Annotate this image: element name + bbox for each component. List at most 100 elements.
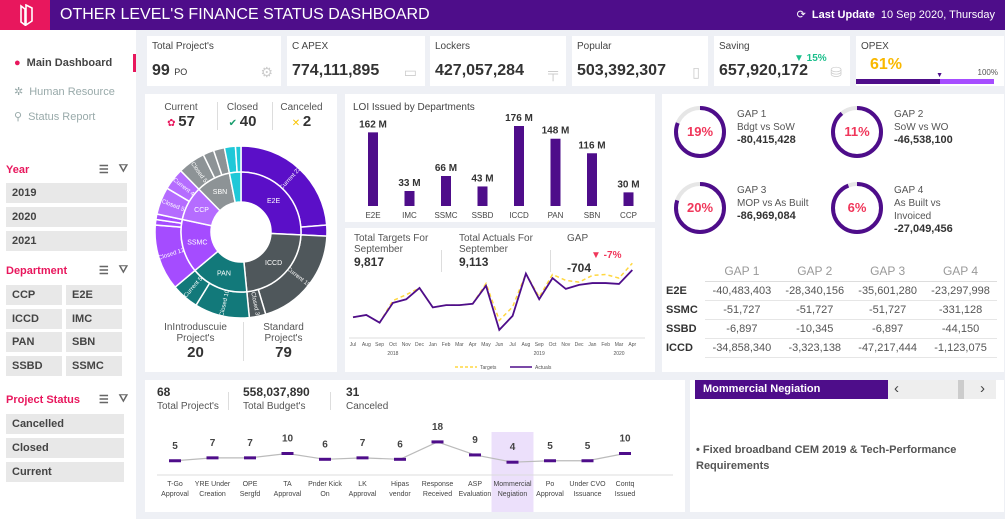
document-icon: ▯ xyxy=(692,64,700,80)
gap-subtitle: As Built vs Invoiced xyxy=(894,198,941,222)
status-cancelled[interactable]: Cancelled xyxy=(6,414,124,434)
nav-human-resource[interactable]: ✲ Human Resource xyxy=(14,85,115,99)
bar-value-label: 33 M xyxy=(398,178,420,189)
gap-percent: 6% xyxy=(847,200,867,215)
gap-ring xyxy=(674,182,726,234)
gap-title: GAP 2 xyxy=(894,109,924,120)
x-tick-label: SSBD xyxy=(472,211,494,220)
refresh-icon[interactable]: ⟳ xyxy=(796,9,806,21)
sunburst-inner-label: SSMC xyxy=(187,240,207,247)
bar-value-label: 162 M xyxy=(359,119,387,130)
targets-actuals-panel: Total Targets For September 9,817 Total A… xyxy=(345,228,655,372)
crane-icon: ╤ xyxy=(548,64,558,80)
wallet-icon: ▭ xyxy=(403,64,417,80)
x-tick-label: Jan xyxy=(588,342,596,348)
process-stage-chart: 5 T-Go Approval 7 YRE Under Creation 7 OPE Sergf… xyxy=(157,422,673,512)
stage-value-label: 7 xyxy=(360,438,366,449)
dept-e2e[interactable]: E2E xyxy=(66,285,122,305)
stage-marker xyxy=(544,459,556,463)
logo-icon xyxy=(0,0,50,30)
x-tick-label: On xyxy=(320,491,329,498)
opex-progress-bar: ▼ xyxy=(856,72,994,84)
kpi-label: OPEX xyxy=(861,41,889,52)
table-cell: -331,128 xyxy=(924,300,997,320)
stage-value-label: 10 xyxy=(619,434,631,445)
prev-stage-button[interactable]: ‹ xyxy=(894,380,899,397)
next-stage-button[interactable]: › xyxy=(980,380,985,397)
table-cell: -51,727 xyxy=(705,300,779,320)
x-tick-label: Approval xyxy=(349,491,377,498)
x-tick-label: ICCD xyxy=(509,211,529,220)
nav-main-dashboard[interactable]: ● Main Dashboard xyxy=(14,57,112,69)
gap-info: GAP 4 As Built vs Invoiced -27,049,456 xyxy=(894,184,979,236)
dept-pan[interactable]: PAN xyxy=(6,332,62,352)
status-closed[interactable]: Closed xyxy=(6,438,124,458)
clear-filter-icon[interactable]: ⛛ xyxy=(118,264,128,276)
sunburst-inner-segment xyxy=(228,171,242,204)
table-row: SSBD -6,897 -10,345 -6,897 -44,150 xyxy=(662,319,997,339)
stage-marker xyxy=(169,459,181,463)
kpi-total-projects: Total Project's 99 PO ⚙ xyxy=(147,36,281,86)
dept-iccd[interactable]: ICCD xyxy=(6,309,62,329)
dept-imc[interactable]: IMC xyxy=(66,309,122,329)
row-header: SSMC xyxy=(666,304,698,316)
dept-ccp[interactable]: CCP xyxy=(6,285,62,305)
stage-value-label: 10 xyxy=(282,434,294,445)
dept-ssmc[interactable]: SSMC xyxy=(66,356,122,376)
status-label: Project Status xyxy=(6,393,80,406)
x-tick-label: PAN xyxy=(548,211,564,220)
gear-icon: ✿ xyxy=(167,118,176,129)
dept-sbn[interactable]: SBN xyxy=(66,332,122,352)
x-tick-label: T-Go xyxy=(167,481,183,488)
multi-select-icon[interactable]: ☰ xyxy=(98,394,109,406)
opex-percent: 61% xyxy=(870,56,903,73)
clear-filter-icon[interactable]: ⛛ xyxy=(118,163,128,175)
loi-bar-chart: 162 M E2E 33 M IMC 66 M SSMC 43 M SSBD 176 M ICCD… xyxy=(359,113,640,220)
nav-label: Status Report xyxy=(28,110,96,123)
highlight-band xyxy=(491,432,534,512)
status-current[interactable]: Current xyxy=(6,462,124,482)
year-2019[interactable]: 2019 xyxy=(6,183,127,203)
x-tick-label: Contq xyxy=(616,481,635,488)
saving-change: ▼ 15% xyxy=(794,53,827,64)
year-2021[interactable]: 2021 xyxy=(6,231,127,251)
gears-icon: ⚙ xyxy=(260,64,273,80)
page-title: OTHER LEVEL'S FINANCE STATUS DASHBOARD xyxy=(60,6,430,23)
x-tick-label: Pnder Kick xyxy=(308,481,342,488)
year-2020[interactable]: 2020 xyxy=(6,207,127,227)
x-tick-label: Issuance xyxy=(573,491,601,498)
multi-select-icon[interactable]: ☰ xyxy=(98,164,109,176)
nav-status-report[interactable]: ⚲ Status Report xyxy=(14,110,96,124)
x-tick-label: Apr xyxy=(469,342,477,348)
standard-projects-stat: Standard Project's 79 xyxy=(243,322,323,361)
dept-ssbd[interactable]: SSBD xyxy=(6,356,62,376)
clear-filter-icon[interactable]: ⛛ xyxy=(118,393,128,405)
stage-value-label: 5 xyxy=(547,441,553,452)
current-stat: Current ✿ 57 xyxy=(155,102,207,130)
stat-value: 558,037,890 xyxy=(243,385,310,399)
kpi-opex: OPEX 61% 100% ▼ xyxy=(856,36,1004,86)
multi-select-icon[interactable]: ☰ xyxy=(98,265,109,277)
stage-scroller: ‹ › xyxy=(888,380,996,399)
canceled-stat: Canceled ✕ 2 xyxy=(272,102,330,130)
x-tick-label: Nov xyxy=(561,342,570,348)
table-row: ICCD -34,858,340 -3,323,138 -47,217,444 -1,1… xyxy=(662,338,997,358)
gap-value: -80,415,428 xyxy=(737,134,796,146)
table-cell: -35,601,280 xyxy=(851,281,925,301)
gap-info: GAP 1 Bdgt vs SoW -80,415,428 xyxy=(737,108,796,147)
kpi-value: 774,111,895 xyxy=(292,62,380,79)
x-tick-label: Aug xyxy=(362,342,371,348)
kpi-label: Lockers xyxy=(435,41,471,52)
divider xyxy=(330,392,331,410)
year-label: 2020 xyxy=(613,351,624,357)
x-tick-label: Oct xyxy=(389,342,397,348)
scroll-thumb[interactable] xyxy=(958,380,964,399)
x-tick-label: Mar xyxy=(615,342,624,348)
stat-label: Total Targets For September xyxy=(354,233,429,255)
x-tick-label: Negiation xyxy=(498,491,528,498)
table-row: SSMC -51,727 -51,727 -51,727 -331,128 xyxy=(662,300,997,320)
gap-1-widget: 19% GAP 1 Bdgt vs SoW -80,415,428 xyxy=(672,104,822,164)
stage-value-label: 4 xyxy=(510,442,516,453)
column-header: GAP 1 xyxy=(705,261,779,282)
gap-percent: 11% xyxy=(844,124,870,139)
